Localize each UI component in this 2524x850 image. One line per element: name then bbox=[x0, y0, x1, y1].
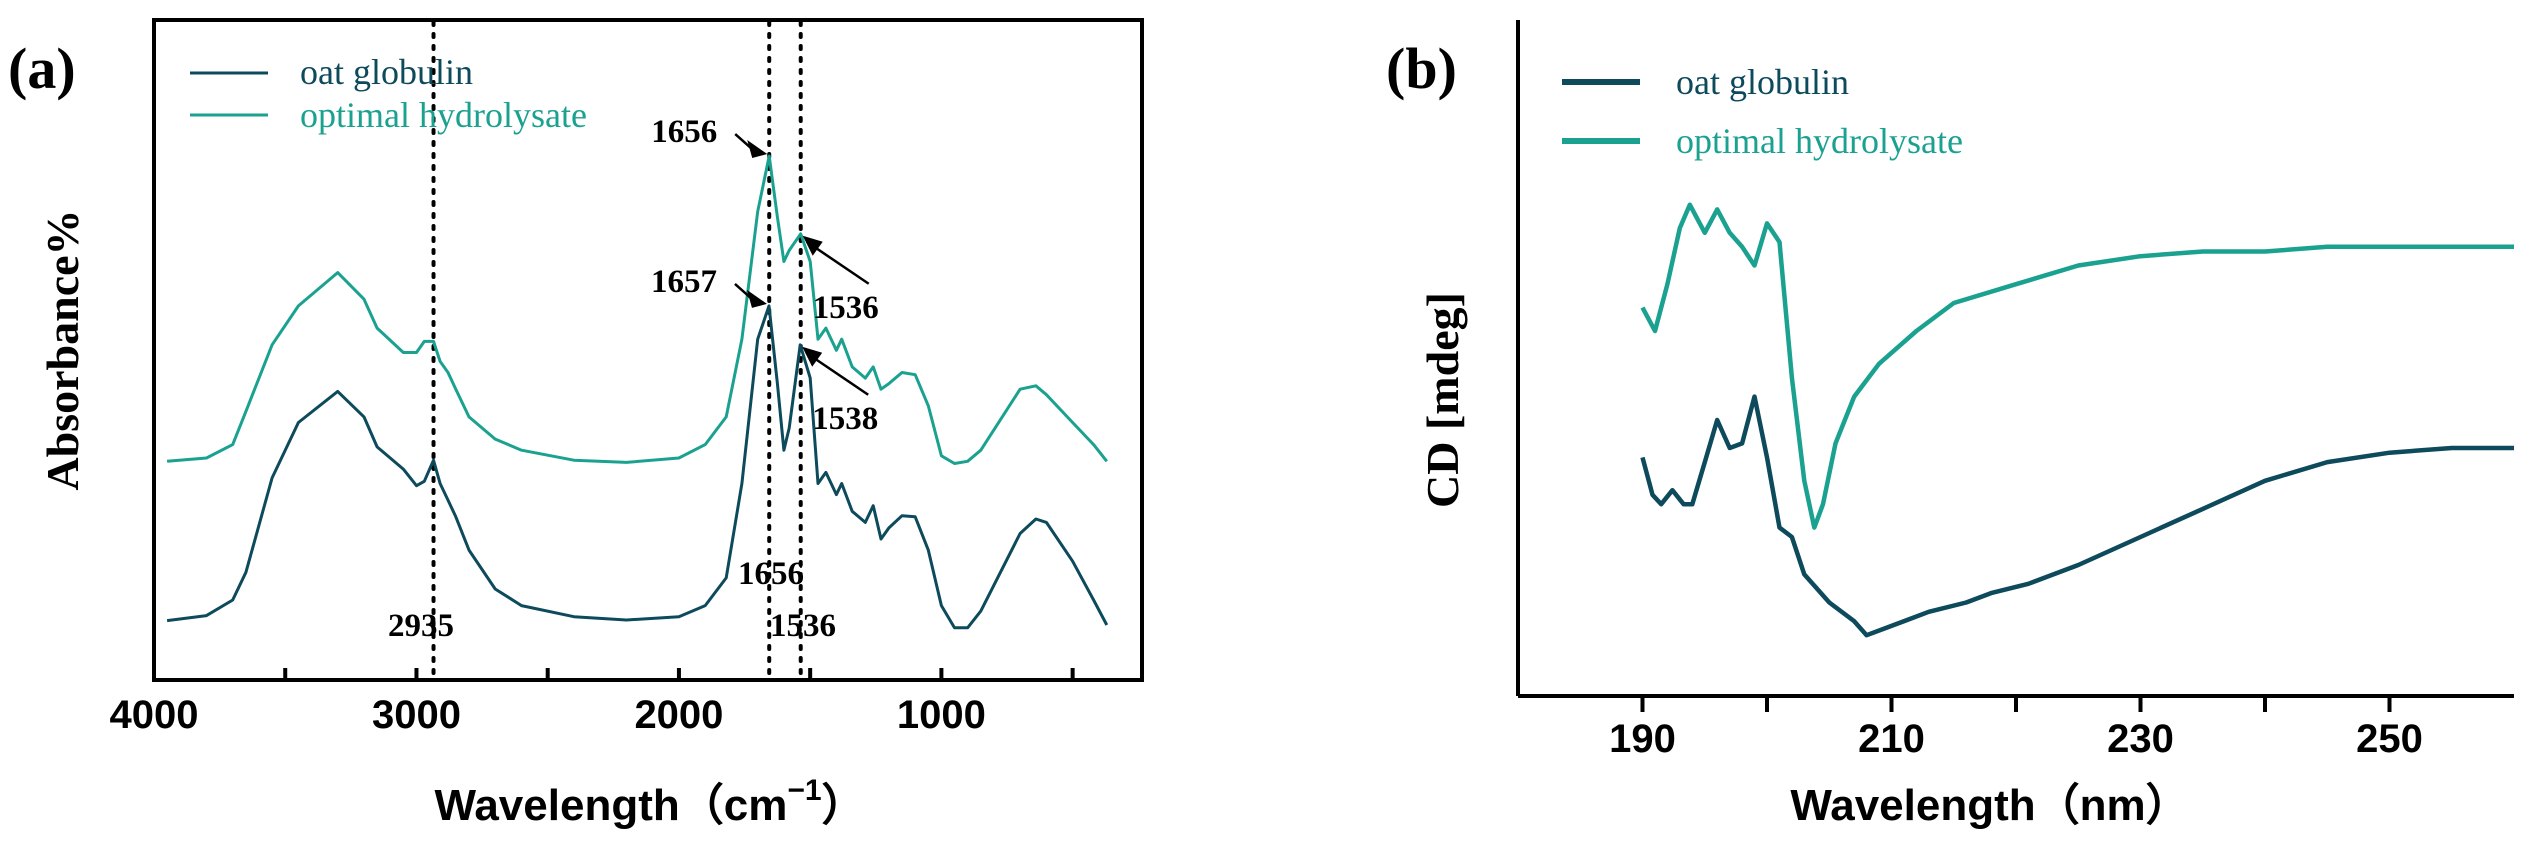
panel-b-label: (b) bbox=[1386, 36, 1457, 101]
panel-a-annotation-label-0: 1656 bbox=[651, 114, 717, 150]
panel-a-series-line-1 bbox=[166, 154, 1108, 465]
panel-b-x-tick-label-0: 190 bbox=[1609, 717, 1676, 761]
panel-a-x-tick-label-2: 2000 bbox=[634, 693, 723, 737]
panel-b-x-axis-label: Wavelength（nm） bbox=[1790, 781, 2189, 830]
panel-b-x-ticks: 190 210 230 250 bbox=[1609, 696, 2423, 761]
panel-a-bottom-label-1536: 1536 bbox=[770, 608, 836, 644]
panel-a-annotations: 1656 1657 1536 1538 bbox=[651, 114, 879, 437]
panel-a-annotation-arrowhead-3 bbox=[802, 346, 823, 367]
panel-b-legend-label-hydrolysate: optimal hydrolysate bbox=[1676, 121, 1963, 161]
panel-a-annotation-1: 1657 bbox=[651, 264, 767, 308]
panel-a-series bbox=[166, 154, 1109, 630]
panel-a-x-axis-label: Wavelength（cm−1） bbox=[434, 774, 865, 830]
panel-a-x-tick-label-1: 3000 bbox=[372, 693, 461, 737]
panel-b-cd-chart: (b) 190 210 230 250 oat globulin optimal hy… bbox=[1386, 20, 2514, 830]
panel-a-annotation-arrowhead-1 bbox=[746, 289, 767, 308]
panel-a-ftir-chart: (a) 4000 3000 2000 1000 1656 1657 1536 1538 oa… bbox=[8, 18, 1144, 830]
panel-a-x-tick-label-3: 1000 bbox=[897, 693, 986, 737]
panel-a-plot-frame bbox=[152, 18, 1144, 682]
panel-b-series-line-1 bbox=[1640, 202, 2514, 530]
panel-b-y-axis-label: CD [mdeg] bbox=[1417, 292, 1468, 508]
panel-b-legend: oat globulin optimal hydrolysate bbox=[1562, 62, 1963, 161]
panel-a-annotation-label-3: 1538 bbox=[812, 401, 878, 437]
panel-a-annotation-2: 1536 bbox=[802, 235, 879, 326]
panel-a-label: (a) bbox=[8, 36, 76, 101]
panel-a-annotation-arrowhead-0 bbox=[747, 140, 768, 159]
panel-a-x-ticks: 4000 3000 2000 1000 bbox=[110, 668, 1075, 737]
panel-b-legend-label-globulin: oat globulin bbox=[1676, 62, 1849, 102]
panel-b-x-tick-label-3: 250 bbox=[2356, 717, 2423, 761]
panel-a-y-axis-label: Absorbance% bbox=[37, 209, 88, 490]
panel-a-annotation-0: 1656 bbox=[651, 114, 768, 159]
panel-a-annotation-label-1: 1657 bbox=[651, 264, 717, 300]
panel-a-annotation-arrowhead-2 bbox=[802, 235, 823, 256]
panel-a-x-tick-label-0: 4000 bbox=[110, 693, 199, 737]
panel-a-annotation-label-2: 1536 bbox=[813, 290, 879, 326]
panel-a-bottom-label-2935: 2935 bbox=[388, 608, 454, 644]
panel-b-series bbox=[1640, 202, 2514, 638]
panel-a-legend-label-hydrolysate: optimal hydrolysate bbox=[300, 95, 587, 135]
panel-a-series-line-0 bbox=[166, 304, 1109, 630]
panel-b-x-tick-label-2: 230 bbox=[2107, 717, 2174, 761]
panel-b-x-tick-label-1: 210 bbox=[1858, 717, 1925, 761]
panel-a-legend: oat globulin optimal hydrolysate bbox=[190, 52, 587, 135]
panel-b-series-line-0 bbox=[1640, 394, 2514, 638]
panel-a-annotation-3: 1538 bbox=[802, 346, 878, 437]
panel-a-bottom-label-1656: 1656 bbox=[738, 556, 804, 592]
panel-a-legend-label-globulin: oat globulin bbox=[300, 52, 473, 92]
